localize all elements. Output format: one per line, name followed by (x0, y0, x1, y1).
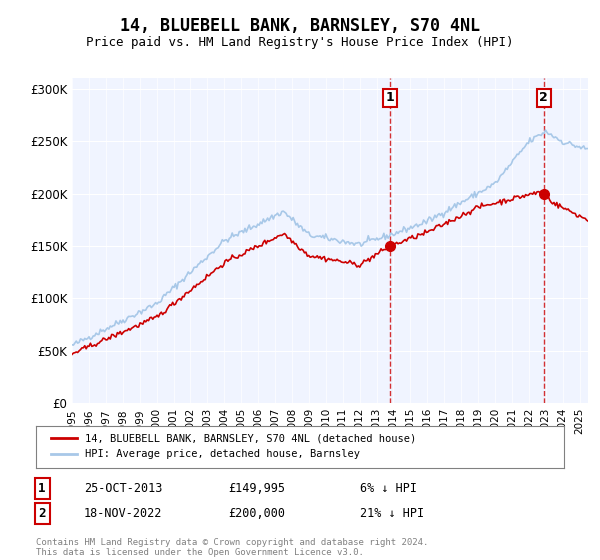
Text: 1: 1 (38, 482, 46, 495)
Text: 2: 2 (38, 507, 46, 520)
Text: £200,000: £200,000 (228, 507, 285, 520)
Text: £149,995: £149,995 (228, 482, 285, 495)
Text: 1: 1 (386, 91, 395, 104)
Text: 25-OCT-2013: 25-OCT-2013 (84, 482, 163, 495)
Text: 14, BLUEBELL BANK, BARNSLEY, S70 4NL: 14, BLUEBELL BANK, BARNSLEY, S70 4NL (120, 17, 480, 35)
Legend: 14, BLUEBELL BANK, BARNSLEY, S70 4NL (detached house), HPI: Average price, detac: 14, BLUEBELL BANK, BARNSLEY, S70 4NL (de… (46, 430, 421, 463)
Text: 18-NOV-2022: 18-NOV-2022 (84, 507, 163, 520)
Text: 21% ↓ HPI: 21% ↓ HPI (360, 507, 424, 520)
Text: 2: 2 (539, 91, 548, 104)
Text: Contains HM Land Registry data © Crown copyright and database right 2024.
This d: Contains HM Land Registry data © Crown c… (36, 538, 428, 557)
Text: Price paid vs. HM Land Registry's House Price Index (HPI): Price paid vs. HM Land Registry's House … (86, 36, 514, 49)
Text: 6% ↓ HPI: 6% ↓ HPI (360, 482, 417, 495)
